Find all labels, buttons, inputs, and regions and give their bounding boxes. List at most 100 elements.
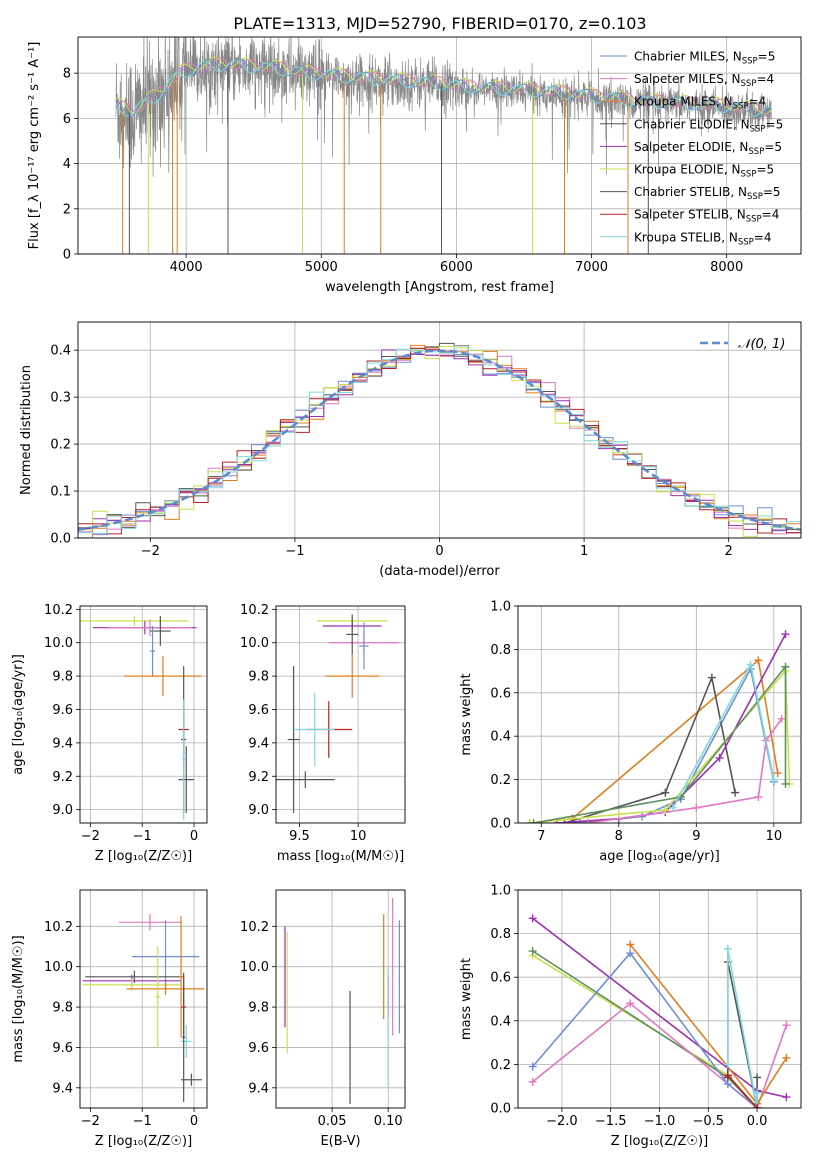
y-tick-label: 10.0 (240, 960, 269, 975)
grid (518, 889, 801, 1109)
axes: −2 −1 0 9.4 9.6 9.8 10.0 10.2 Z [log₁₀(Z/Z☉)] mas… (11, 920, 198, 1149)
y-tick-label: 10.0 (44, 960, 73, 975)
series-point (746, 660, 755, 669)
x-tick-label: 0.10 (374, 1114, 403, 1129)
y-tick-label: 1.0 (490, 884, 511, 899)
x-axis-label: age [log₁₀(age/yr)] (599, 849, 720, 864)
legend-label: Kroupa STELIB, NSSP=4 (634, 230, 772, 247)
grid (80, 890, 207, 1108)
y-tick-label: 9.6 (248, 703, 269, 718)
axes: −2 −1 0 9.0 9.2 9.4 9.6 9.8 10.0 10.2 Z [log₁₀(Z/Z… (11, 603, 198, 864)
x-tick-label: −2 (141, 544, 160, 559)
y-tick-label: 9.4 (248, 1081, 269, 1096)
x-tick-label: 7 (537, 829, 545, 844)
x-tick-label: −1 (133, 1114, 152, 1129)
plot-area (78, 342, 801, 538)
series-point (782, 1053, 791, 1062)
y-tick-label: 9.4 (52, 1081, 73, 1096)
y-tick-label: 0.2 (50, 438, 71, 453)
spectrum-model (115, 56, 772, 115)
legend-label-suffix: =5 (763, 185, 781, 199)
axes-frame (275, 889, 406, 1109)
y-tick-label: 9.8 (52, 670, 73, 685)
legend-label-suffix: =5 (764, 140, 782, 154)
x-tick-label: −1 (285, 544, 304, 559)
y-tick-label: 0.8 (490, 643, 511, 658)
y-tick-label: 10.2 (44, 920, 73, 935)
series-line (532, 954, 758, 1108)
spectrum-model (115, 57, 772, 117)
panel-spectrum: 4000 5000 6000 7000 8000 0 2 4 6 8 wavelength [Ang… (27, 36, 802, 295)
x-axis-label: Z [log₁₀(Z/Z☉)] (95, 1134, 192, 1149)
x-tick-label: 0.0 (747, 1114, 768, 1129)
legend-label-subscript: SSP (750, 124, 766, 134)
legend-label-suffix: =5 (766, 117, 784, 131)
series-point (626, 940, 635, 949)
axes: 4000 5000 6000 7000 8000 0 2 4 6 8 wavelength [Ang… (27, 42, 743, 295)
y-tick-label: 0.6 (490, 971, 511, 986)
y-tick-label: 0.4 (490, 1014, 511, 1029)
series-point (669, 803, 678, 812)
y-tick-label: 9.8 (248, 1001, 269, 1016)
series-point (753, 1088, 762, 1097)
y-tick-label: 10.2 (44, 603, 73, 618)
y-tick-label: 0.8 (490, 927, 511, 942)
legend-label-suffix: =4 (762, 208, 780, 222)
axes: −2.0 −1.5 −1.0 −0.5 0.0 0.0 0.2 0.4 0.6 0.8 1.0 Z [… (459, 884, 767, 1150)
series-point (781, 779, 790, 788)
x-tick-label: 6000 (440, 260, 473, 275)
y-tick-label: 0.6 (490, 686, 511, 701)
legend-label-subscript: SSP (747, 192, 763, 202)
panel-massweight_vs_Z: −2.0 −1.5 −1.0 −0.5 0.0 0.0 0.2 0.4 0.6 0.8 1.0 Z [… (459, 884, 802, 1150)
panel-residual_histogram: −2 −1 0 1 2 0.0 0.1 0.2 0.3 0.4 (data-model)/error… (19, 321, 802, 579)
y-tick-label: 0.3 (50, 391, 71, 406)
legend-label-suffix: =5 (758, 50, 776, 64)
series-point (661, 788, 670, 797)
plot-area (82, 914, 205, 1102)
y-tick-label: 0.4 (490, 730, 511, 745)
y-tick-label: 0.0 (490, 1102, 511, 1117)
plot-area (525, 630, 794, 823)
y-axis-label: mass weight (459, 958, 474, 1040)
x-axis-label: E(B-V) (320, 1134, 360, 1149)
series-point (528, 914, 537, 923)
axes-frame (517, 889, 802, 1109)
legend-label-subscript: SSP (748, 147, 764, 157)
legend-label-subscript: SSP (738, 237, 754, 247)
y-tick-label: 2 (63, 202, 71, 217)
y-tick-label: 0.1 (50, 485, 71, 500)
series-point (777, 714, 786, 723)
spectrum-model (115, 59, 772, 117)
legend-label: Salpeter STELIB, NSSP=4 (634, 208, 779, 225)
panel-massweight_vs_age: 7 8 9 10 0.0 0.2 0.4 0.6 0.8 1.0 age [log₁₀(age/yr… (459, 600, 802, 864)
panel-age_vs_mass: 9.5 10 9.0 9.2 9.4 9.6 9.8 10.0 10.2 mass [log₁₀(… (240, 603, 406, 864)
series-point (528, 947, 537, 956)
axes: 9.5 10 9.0 9.2 9.4 9.6 9.8 10.0 10.2 mass [log₁₀(… (240, 603, 404, 864)
x-tick-label: 8000 (710, 260, 743, 275)
x-tick-label: −1.5 (595, 1114, 627, 1129)
plot-area (284, 898, 400, 1104)
series-point (528, 1077, 537, 1086)
y-tick-label: 9.6 (52, 703, 73, 718)
series-point (723, 1060, 732, 1069)
y-tick-label: 0 (63, 248, 71, 263)
y-axis-label: Flux [f_λ 10⁻¹⁷ erg cm⁻² s⁻¹ A⁻¹] (27, 42, 42, 250)
normal-curve (78, 349, 801, 532)
x-tick-label: 9 (692, 829, 700, 844)
series-point (692, 803, 701, 812)
grid (80, 606, 207, 823)
plot-area (115, 37, 772, 254)
series-point (576, 819, 585, 823)
x-tick-label: 8 (615, 829, 623, 844)
y-tick-label: 1.0 (490, 600, 511, 615)
series-point (626, 999, 635, 1008)
x-tick-label: 5000 (305, 260, 338, 275)
series-point (782, 1021, 791, 1030)
y-axis-label: mass weight (459, 673, 474, 755)
y-tick-label: 9.2 (248, 770, 269, 785)
axes: 0.05 0.10 9.4 9.6 9.8 10.0 10.2 E(B-V) (240, 920, 403, 1149)
panel-age_vs_Z: −2 −1 0 9.0 9.2 9.4 9.6 9.8 10.0 10.2 Z [log₁₀(Z/Z… (11, 603, 208, 864)
x-tick-label: 1 (580, 544, 588, 559)
grid (276, 606, 405, 823)
y-tick-label: 9.0 (248, 803, 269, 818)
